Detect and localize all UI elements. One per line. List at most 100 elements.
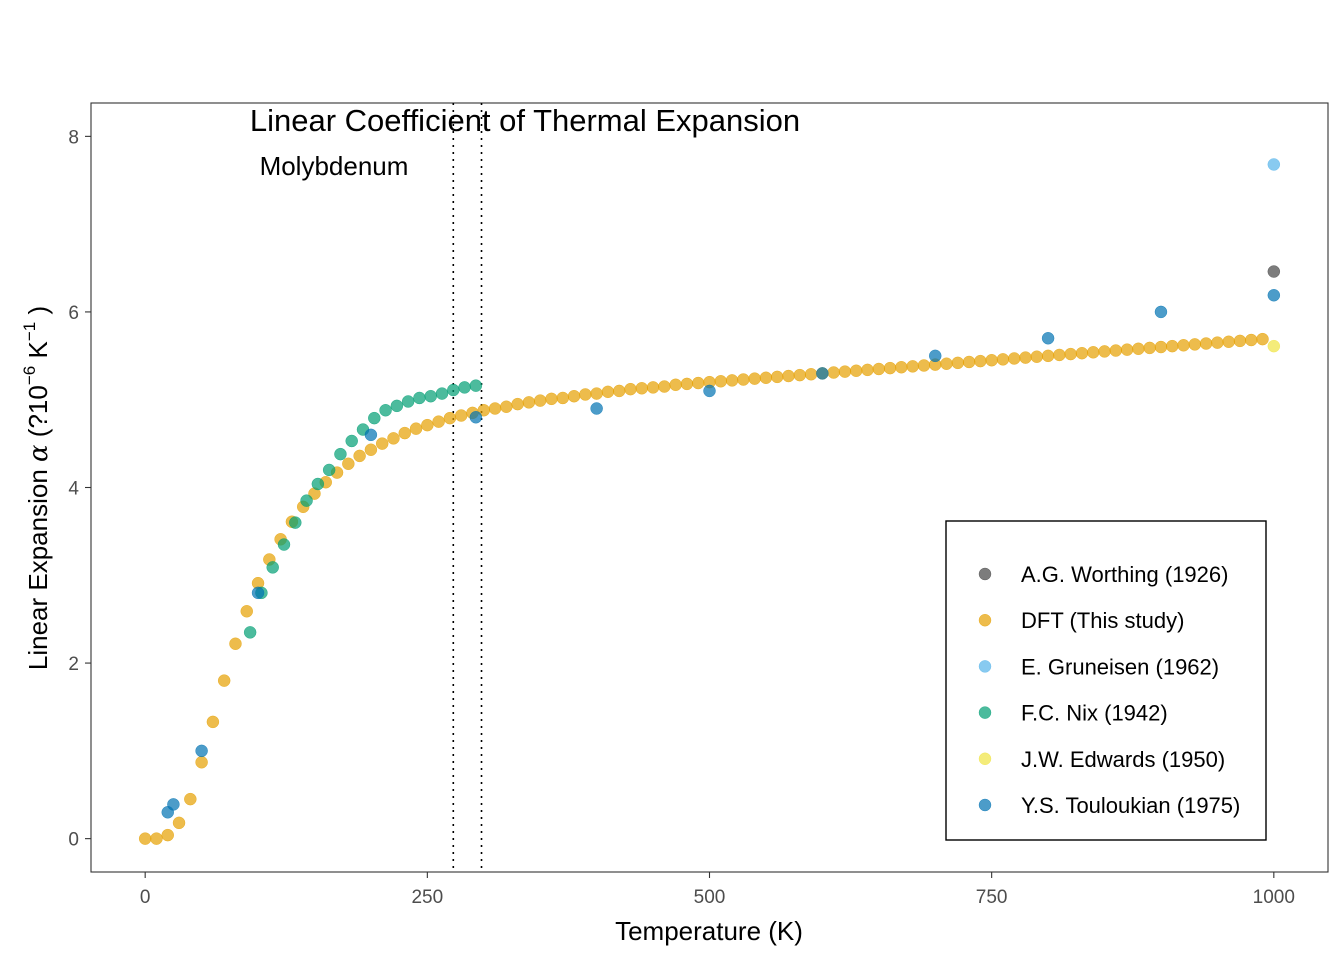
data-point xyxy=(500,400,513,413)
data-point xyxy=(793,368,807,382)
data-point xyxy=(883,361,897,375)
data-point xyxy=(759,371,773,385)
data-point xyxy=(1211,336,1224,349)
data-point xyxy=(432,415,445,428)
x-tick-label: 0 xyxy=(140,887,151,908)
legend-item-y-s-touloukian-1975: Y.S. Touloukian (1975) xyxy=(978,793,1240,818)
data-point xyxy=(334,447,347,461)
data-point xyxy=(1007,352,1021,365)
data-point xyxy=(612,384,626,398)
data-point xyxy=(217,674,231,687)
data-point xyxy=(311,477,325,491)
data-point xyxy=(454,409,468,422)
data-point xyxy=(838,365,852,378)
data-point xyxy=(1041,349,1055,363)
data-point xyxy=(951,356,965,370)
data-point xyxy=(680,377,694,391)
data-point xyxy=(251,586,265,600)
data-point xyxy=(770,370,784,384)
x-tick-label: 250 xyxy=(411,887,443,908)
data-point xyxy=(240,605,254,618)
series-y-s-touloukian-1975 xyxy=(161,289,1281,819)
data-point xyxy=(409,422,423,435)
x-tick-label: 750 xyxy=(976,887,1008,908)
data-point xyxy=(1041,332,1055,345)
data-point xyxy=(488,402,502,415)
legend-label: DFT (This study) xyxy=(1021,608,1184,633)
data-point xyxy=(725,374,739,387)
legend-label: J.W. Edwards (1950) xyxy=(1021,747,1225,772)
data-point xyxy=(195,756,208,769)
legend-label: E. Gruneisen (1962) xyxy=(1021,654,1219,679)
svg-text:Linear Expansion α (?10−6 K−1: Linear Expansion α (?10−6 K−1 ) xyxy=(20,306,54,670)
chart-title: Linear Coefficient of Thermal Expansion xyxy=(250,103,800,138)
data-point xyxy=(1098,345,1111,358)
data-point xyxy=(579,388,592,401)
y-tick-label: 4 xyxy=(68,479,79,500)
data-point xyxy=(985,353,998,367)
data-point xyxy=(229,637,242,651)
legend-key xyxy=(978,752,992,766)
data-point xyxy=(390,399,404,413)
data-point xyxy=(827,366,840,379)
legend-key xyxy=(978,706,992,719)
legend-label: F.C. Nix (1942) xyxy=(1021,701,1168,726)
data-point xyxy=(861,363,874,377)
data-point xyxy=(737,373,750,386)
data-point xyxy=(669,378,682,392)
data-point xyxy=(1245,333,1258,347)
data-point xyxy=(748,372,761,385)
data-point xyxy=(1199,337,1213,350)
legend-box xyxy=(945,520,1267,841)
data-point xyxy=(635,382,649,395)
legend: A.G. Worthing (1926) DFT (This study) E. G… xyxy=(945,520,1267,841)
data-point xyxy=(1188,338,1202,351)
data-point xyxy=(1233,334,1247,348)
data-point xyxy=(511,397,524,411)
data-point xyxy=(413,391,426,405)
data-point xyxy=(590,402,603,415)
data-point xyxy=(940,357,953,370)
data-point xyxy=(277,538,291,551)
data-point xyxy=(379,403,392,417)
data-point xyxy=(375,437,389,450)
data-point xyxy=(928,349,942,363)
data-point xyxy=(895,360,908,374)
data-point xyxy=(345,434,358,448)
data-point xyxy=(161,828,174,842)
data-point xyxy=(1086,346,1100,359)
series-e-gruneisen-1962 xyxy=(1267,158,1281,171)
data-point xyxy=(646,381,660,394)
data-point xyxy=(289,516,302,529)
y-axis-title-unit-close: ) xyxy=(23,306,53,315)
x-tick-label: 1000 xyxy=(1253,887,1295,908)
data-point xyxy=(1064,347,1077,361)
series-j-w-edwards-1950 xyxy=(1267,339,1281,353)
y-axis-title-unit-kexp: −1 xyxy=(20,322,39,341)
data-point xyxy=(849,364,863,377)
data-point xyxy=(421,418,434,432)
legend-item-dft-this-study: DFT (This study) xyxy=(978,608,1184,633)
y-tick-label: 8 xyxy=(68,127,79,148)
data-point xyxy=(1267,289,1281,302)
data-point xyxy=(1267,158,1281,171)
data-point xyxy=(266,561,279,574)
data-point xyxy=(195,744,208,758)
legend-label: Y.S. Touloukian (1975) xyxy=(1021,793,1240,818)
series-dft-this-study xyxy=(138,332,1269,845)
legend-key xyxy=(978,798,992,812)
series-a-g-worthing-1926 xyxy=(1267,265,1281,278)
data-point xyxy=(782,369,795,383)
legend-key xyxy=(978,567,992,581)
data-point xyxy=(447,383,460,397)
data-point xyxy=(1109,344,1123,357)
data-points xyxy=(138,158,1281,845)
data-point xyxy=(443,411,457,425)
legend-items: A.G. Worthing (1926) DFT (This study) E. G… xyxy=(978,562,1240,818)
data-point xyxy=(658,380,671,393)
data-point xyxy=(533,394,547,407)
data-point xyxy=(167,798,180,811)
data-point xyxy=(364,428,378,442)
data-point xyxy=(906,360,919,373)
legend-item-a-g-worthing-1926: A.G. Worthing (1926) xyxy=(978,562,1228,587)
